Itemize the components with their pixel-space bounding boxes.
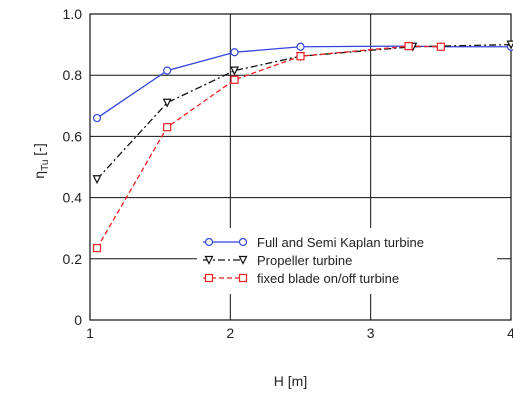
data-point bbox=[94, 176, 101, 183]
y-tick-label: 0.8 bbox=[63, 67, 83, 83]
data-point bbox=[164, 124, 171, 131]
data-point bbox=[94, 115, 101, 122]
data-point bbox=[405, 43, 412, 50]
x-tick-label: 2 bbox=[226, 325, 234, 341]
legend-label: fixed blade on/off turbine bbox=[257, 271, 399, 286]
y-tick-label: 0 bbox=[74, 312, 82, 328]
x-tick-label: 4 bbox=[507, 325, 513, 341]
x-tick-label: 3 bbox=[367, 325, 375, 341]
y-tick-label: 0.2 bbox=[63, 251, 83, 267]
y-tick-label: 1.0 bbox=[63, 6, 83, 22]
series-line bbox=[97, 45, 511, 180]
data-point bbox=[206, 275, 213, 282]
data-point bbox=[437, 43, 444, 50]
data-point bbox=[240, 275, 247, 282]
x-axis-label: H [m] bbox=[274, 373, 307, 389]
data-point bbox=[231, 76, 238, 83]
data-point bbox=[231, 49, 238, 56]
series-group bbox=[94, 41, 513, 251]
y-tick-label: 0.4 bbox=[63, 190, 83, 206]
x-tick-label: 1 bbox=[86, 325, 94, 341]
y-axis-label: ηTu [-] bbox=[31, 143, 51, 178]
data-point bbox=[206, 239, 213, 246]
data-point bbox=[164, 67, 171, 74]
legend-label: Propeller turbine bbox=[257, 253, 352, 268]
data-point bbox=[297, 43, 304, 50]
data-point bbox=[297, 53, 304, 60]
legend-label: Full and Semi Kaplan turbine bbox=[257, 235, 424, 250]
y-tick-label: 0.6 bbox=[63, 128, 83, 144]
data-point bbox=[94, 245, 101, 252]
series-2 bbox=[94, 41, 513, 183]
series-3 bbox=[94, 43, 445, 252]
series-line bbox=[97, 46, 441, 248]
data-point bbox=[240, 239, 247, 246]
legend: Full and Semi Kaplan turbine Propeller tu… bbox=[197, 228, 497, 294]
